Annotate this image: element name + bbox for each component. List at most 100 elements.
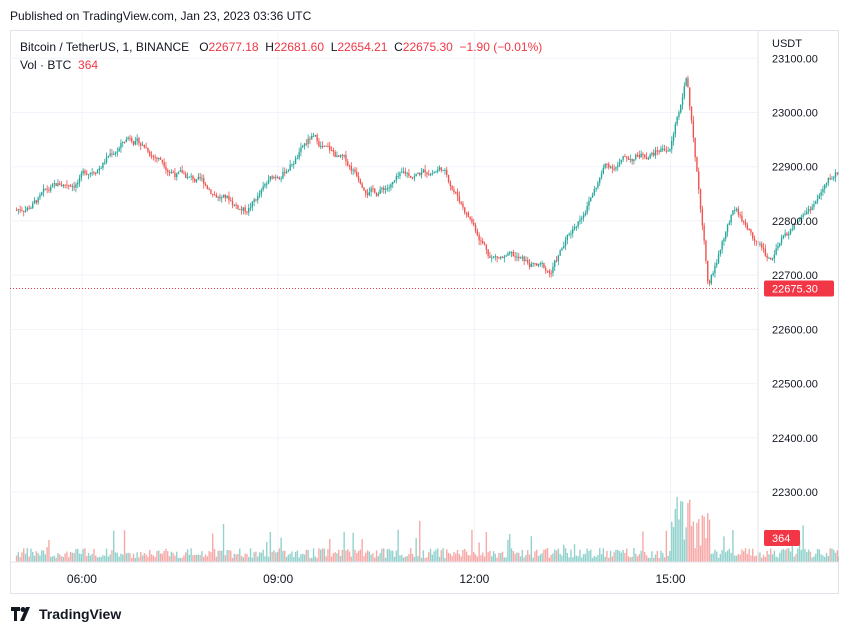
candle-body: [660, 148, 662, 152]
candle-body: [797, 221, 799, 225]
candle-body: [462, 203, 464, 208]
volume-bar: [437, 548, 439, 562]
brand-name: TradingView: [39, 606, 122, 622]
footer-brand[interactable]: TradingView: [11, 606, 121, 622]
volume-value: 364: [78, 58, 99, 72]
candle-body: [122, 141, 124, 143]
candle-body: [527, 260, 529, 263]
candle-body: [696, 157, 698, 172]
volume-bar: [129, 553, 131, 562]
candle-body: [381, 187, 383, 190]
volume-bar: [476, 556, 479, 562]
volume-bar: [282, 550, 284, 562]
candle-body: [455, 191, 457, 193]
candle-body: [440, 167, 443, 171]
candle-body: [55, 183, 57, 186]
volume-bar: [739, 554, 741, 562]
candle-body: [303, 143, 306, 146]
candle-body: [149, 151, 151, 156]
candle-body: [593, 189, 596, 195]
volume-bar: [766, 550, 768, 562]
candle-body: [599, 177, 601, 183]
volume-bar: [365, 552, 367, 562]
volume-bar: [33, 555, 36, 562]
volume-bar: [356, 553, 358, 562]
volume-bar: [264, 556, 266, 562]
volume-bar: [806, 552, 808, 562]
candle-body: [386, 188, 389, 190]
candle-body: [730, 214, 732, 223]
candle-body: [446, 169, 448, 175]
candle-body: [672, 134, 675, 141]
volume-bar: [802, 525, 804, 562]
volume-bar: [573, 544, 576, 562]
candle-body: [478, 235, 480, 241]
price-chart[interactable]: USDT 23100.00 23000.00 22900.00 22800.00 2270…: [10, 30, 839, 594]
volume-bar: [737, 554, 740, 562]
candle-body: [784, 233, 786, 236]
candle-body: [550, 272, 552, 274]
volume-bar: [55, 557, 57, 562]
candle-body: [572, 228, 574, 234]
candle-body: [19, 209, 21, 211]
volume-bar: [397, 529, 399, 562]
candle-body: [312, 135, 315, 137]
volume-bar: [150, 554, 153, 562]
candle-body: [143, 144, 146, 148]
candle-body: [505, 255, 507, 257]
volume-bar: [825, 552, 828, 562]
candle-body: [554, 260, 556, 267]
volume-label[interactable]: Vol · BTC: [20, 58, 72, 72]
candle-body: [734, 209, 736, 211]
volume-bar: [485, 532, 488, 562]
candle-body: [770, 257, 772, 260]
candle-body: [748, 229, 750, 231]
candle-body: [510, 251, 513, 253]
candle-body: [681, 97, 684, 105]
volume-bar: [417, 555, 419, 562]
last-volume-tag: [764, 530, 800, 546]
volume-bar: [608, 557, 610, 562]
volume-bar: [165, 548, 167, 562]
volume-bar: [591, 557, 594, 562]
volume-bar: [579, 549, 581, 562]
candle-body: [199, 176, 201, 179]
volume-bar: [251, 557, 254, 562]
volume-bar: [179, 557, 182, 562]
candle-body: [233, 204, 236, 206]
volume-bar: [791, 539, 794, 562]
high-label: H: [265, 40, 274, 54]
volume-bar: [170, 551, 173, 562]
published-caption: Published on TradingView.com, Jan 23, 20…: [10, 9, 312, 23]
volume-bar: [204, 554, 207, 562]
volume-bar: [222, 523, 225, 562]
volume-bar: [696, 522, 698, 562]
candle-body: [671, 140, 673, 150]
candle-body: [406, 173, 408, 175]
volume-bar: [240, 555, 243, 562]
candle-body: [424, 169, 426, 173]
candle-body: [453, 189, 455, 192]
candle-body: [388, 187, 390, 189]
volume-bar: [138, 557, 140, 562]
candle-body: [377, 194, 380, 196]
candle-body: [170, 171, 173, 173]
low-value: 22654.21: [337, 40, 388, 54]
candle-body: [627, 158, 630, 160]
candle-body: [689, 87, 691, 107]
volume-bar: [494, 553, 497, 562]
candle-body: [215, 194, 218, 198]
candle-body: [775, 248, 777, 255]
volume-bar: [420, 557, 423, 562]
volume-bar: [298, 557, 300, 562]
candle-body: [325, 145, 327, 147]
volume-bar: [78, 553, 81, 562]
candle-body: [311, 135, 313, 140]
candle-body: [647, 158, 650, 160]
candle-body: [253, 199, 255, 202]
candle-body: [579, 219, 581, 222]
symbol-label[interactable]: Bitcoin / TetherUS, 1, BINANCE: [20, 40, 190, 54]
candle-body: [393, 180, 396, 182]
candle-body: [73, 186, 75, 188]
chart-grid: [10, 30, 758, 562]
